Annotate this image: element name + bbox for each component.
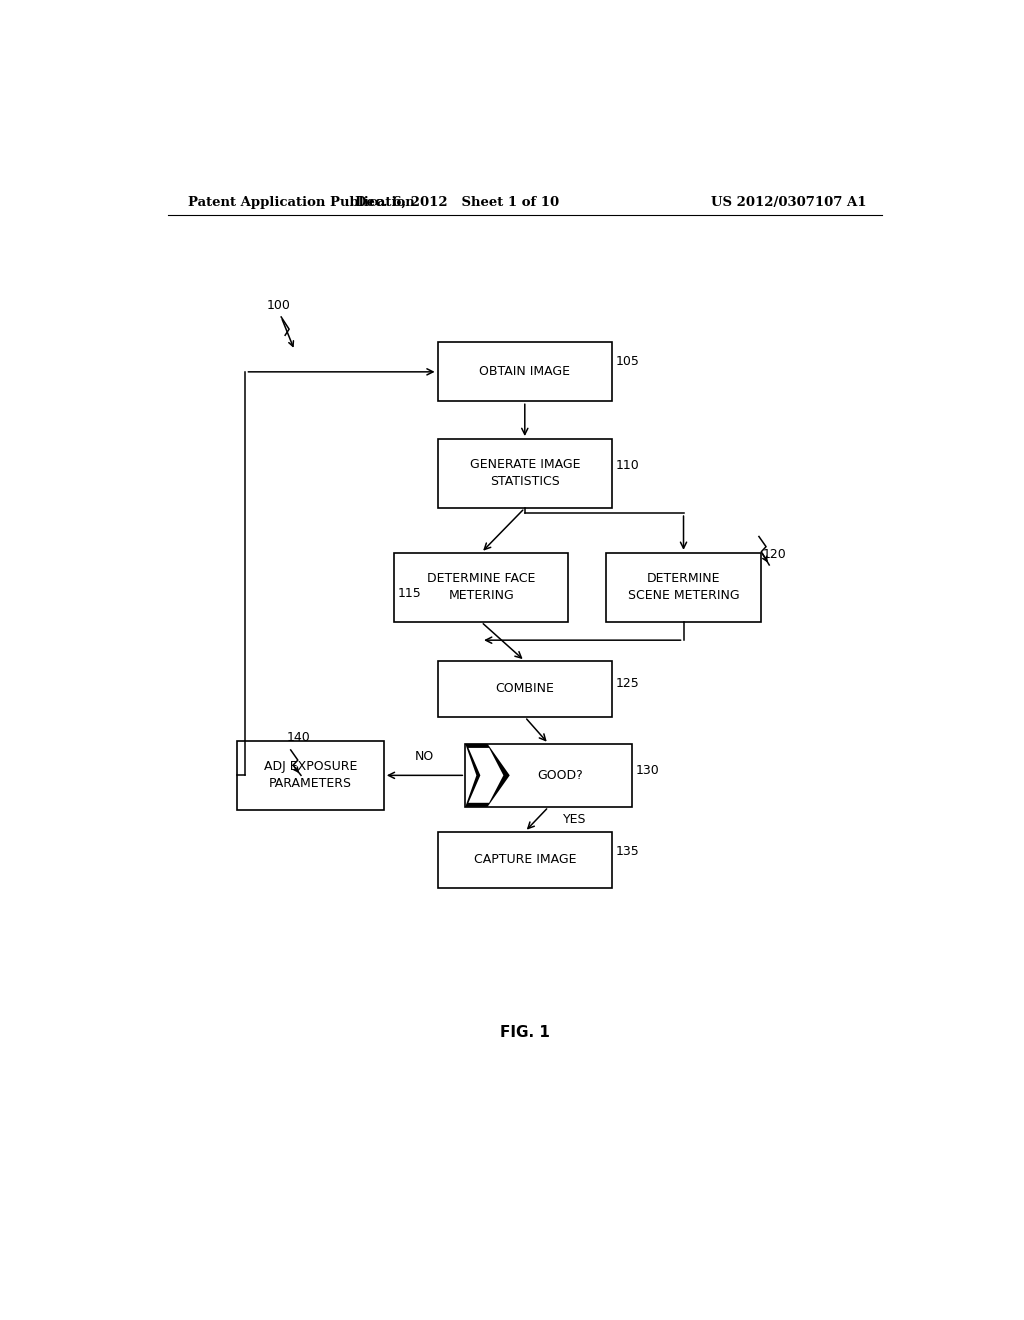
Text: 105: 105 <box>616 355 640 368</box>
Bar <box>437 342 612 401</box>
Text: GENERATE IMAGE
STATISTICS: GENERATE IMAGE STATISTICS <box>470 458 580 488</box>
Text: 110: 110 <box>616 459 640 471</box>
Text: 130: 130 <box>636 764 659 776</box>
Text: GOOD?: GOOD? <box>538 768 584 781</box>
Text: 135: 135 <box>616 845 640 858</box>
Text: ADJ EXPOSURE
PARAMETERS: ADJ EXPOSURE PARAMETERS <box>264 760 357 791</box>
Text: DETERMINE
SCENE METERING: DETERMINE SCENE METERING <box>628 573 739 602</box>
Text: 100: 100 <box>267 298 291 312</box>
Text: OBTAIN IMAGE: OBTAIN IMAGE <box>479 366 570 379</box>
Bar <box>437 440 612 508</box>
Text: NO: NO <box>415 750 434 763</box>
Bar <box>437 661 612 717</box>
Text: 115: 115 <box>397 587 422 599</box>
Text: COMBINE: COMBINE <box>496 682 554 696</box>
Text: 125: 125 <box>616 677 640 690</box>
Text: FIG. 1: FIG. 1 <box>500 1026 550 1040</box>
Text: US 2012/0307107 A1: US 2012/0307107 A1 <box>711 195 866 209</box>
Bar <box>238 741 384 810</box>
Polygon shape <box>465 744 510 807</box>
Text: YES: YES <box>563 813 587 826</box>
Bar <box>394 553 568 622</box>
Bar <box>465 744 632 807</box>
Polygon shape <box>468 748 504 803</box>
Bar <box>606 553 761 622</box>
Text: Patent Application Publication: Patent Application Publication <box>187 195 415 209</box>
Text: DETERMINE FACE
METERING: DETERMINE FACE METERING <box>427 573 536 602</box>
Text: CAPTURE IMAGE: CAPTURE IMAGE <box>473 853 577 866</box>
Bar <box>437 832 612 887</box>
Text: 120: 120 <box>763 548 786 561</box>
Text: 140: 140 <box>287 731 310 744</box>
Text: Dec. 6, 2012   Sheet 1 of 10: Dec. 6, 2012 Sheet 1 of 10 <box>355 195 559 209</box>
